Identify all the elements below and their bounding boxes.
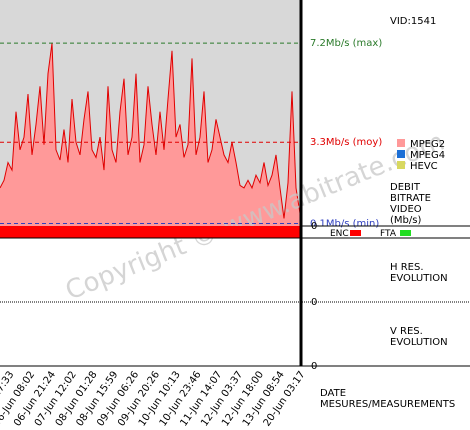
- panel-label: EVOLUTION: [390, 337, 448, 348]
- legend-swatch: [397, 150, 405, 158]
- panel-tick-label: 0: [311, 361, 317, 372]
- reference-label: 0.1Mb/s (min): [310, 218, 379, 229]
- y-axis-label: DEBIT: [390, 182, 421, 193]
- y-axis-label: (Mb/s): [390, 215, 421, 226]
- legend-swatch: [397, 161, 405, 169]
- reference-label: 3.3Mb/s (moy): [310, 137, 382, 148]
- x-axis-label: DATE: [320, 388, 346, 399]
- legend-swatch: [397, 139, 405, 147]
- panel-label: H RES.: [390, 262, 424, 273]
- flag-swatch: [400, 230, 411, 236]
- y-axis-label: BITRATE: [390, 193, 431, 204]
- panel-tick-label: 0: [311, 297, 317, 308]
- legend-label: MPEG4: [410, 150, 445, 161]
- flag-label: ENC: [330, 229, 349, 239]
- area-line: [0, 43, 301, 219]
- vid: VID:1541: [390, 16, 436, 27]
- flag-swatch: [350, 230, 361, 236]
- panel-label: EVOLUTION: [390, 273, 448, 284]
- flag-label: FTA: [380, 229, 397, 239]
- legend-label: HEVC: [410, 161, 438, 172]
- y-axis-label: VIDEO: [390, 204, 422, 215]
- legend-label: MPEG2: [410, 139, 445, 150]
- x-axis-label: MESURES/MEASUREMENTS: [320, 399, 455, 410]
- reference-label: 7.2Mb/s (max): [310, 38, 382, 49]
- area: [0, 43, 300, 227]
- y-tick-label: 0: [311, 221, 317, 232]
- enc-band: [0, 226, 300, 238]
- panel-label: V RES.: [390, 326, 423, 337]
